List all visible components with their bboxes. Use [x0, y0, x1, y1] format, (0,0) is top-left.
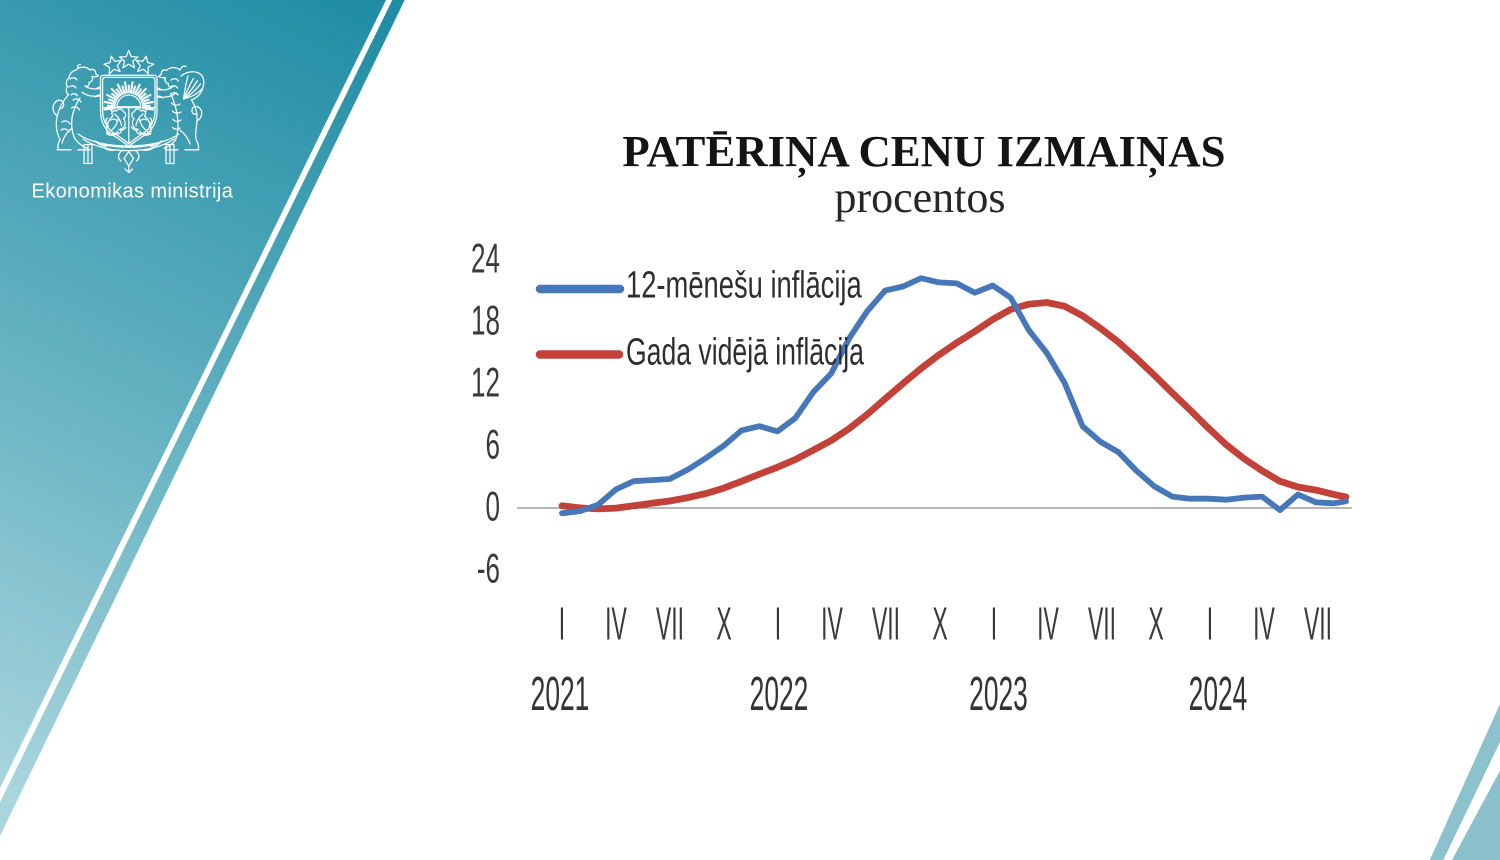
svg-text:procentos: procentos: [834, 173, 1005, 222]
svg-text:I: I: [559, 598, 565, 650]
svg-text:2022: 2022: [750, 668, 809, 721]
svg-text:-6: -6: [477, 545, 500, 592]
svg-text:X: X: [932, 598, 947, 650]
svg-text:2024: 2024: [1189, 668, 1248, 721]
svg-text:2023: 2023: [969, 668, 1028, 721]
svg-text:VII: VII: [872, 598, 900, 650]
svg-text:2021: 2021: [531, 668, 590, 721]
svg-text:Gada vidējā inflācija: Gada vidējā inflācija: [626, 330, 865, 373]
svg-text:6: 6: [486, 421, 500, 468]
svg-text:12-mēnešu inflācija: 12-mēnešu inflācija: [626, 264, 862, 306]
svg-text:I: I: [991, 598, 997, 650]
svg-text:VII: VII: [656, 598, 684, 650]
svg-text:PATĒRIŅA CENU IZMAIŅAS: PATĒRIŅA CENU IZMAIŅAS: [622, 126, 1225, 178]
svg-text:VII: VII: [1088, 598, 1116, 650]
svg-text:24: 24: [471, 235, 500, 282]
svg-text:I: I: [1207, 598, 1213, 650]
svg-text:X: X: [1148, 598, 1163, 650]
svg-text:IV: IV: [1037, 598, 1059, 650]
svg-text:IV: IV: [605, 598, 627, 650]
svg-text:Ekonomikas ministrija: Ekonomikas ministrija: [32, 180, 234, 202]
svg-text:IV: IV: [821, 598, 843, 650]
svg-text:12: 12: [471, 359, 500, 406]
svg-text:VII: VII: [1304, 598, 1332, 650]
svg-text:I: I: [775, 598, 781, 650]
svg-text:0: 0: [486, 483, 500, 530]
svg-text:IV: IV: [1253, 598, 1275, 650]
svg-text:18: 18: [471, 297, 500, 344]
svg-text:X: X: [716, 598, 731, 650]
